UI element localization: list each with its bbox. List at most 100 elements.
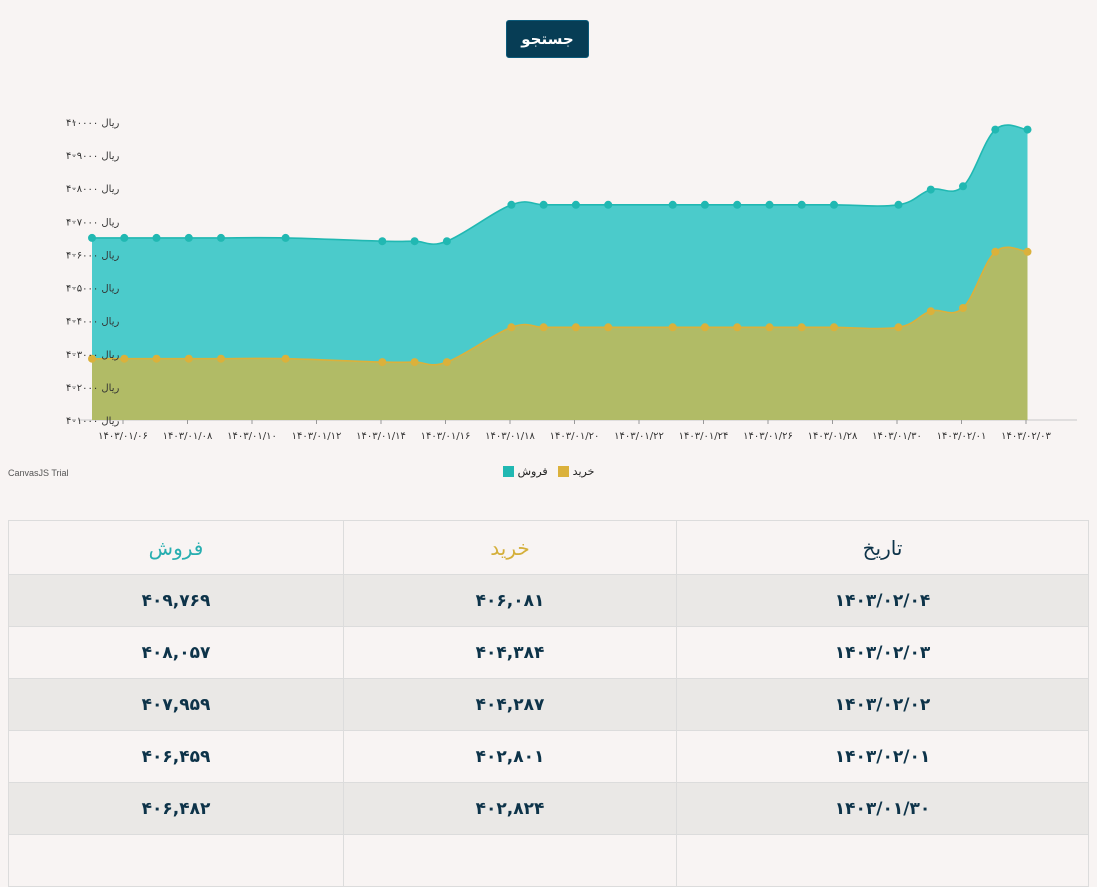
marker-buy[interactable] [281, 354, 290, 363]
y-tick-label: ریال ۴۰۵۰۰۰ [66, 284, 120, 295]
marker-sell[interactable] [668, 200, 677, 209]
cell-buy: ۴۰۶,۰۸۱ [343, 574, 677, 627]
y-tick-label: ریال ۴۱۰۰۰۰ [66, 118, 120, 129]
marker-buy[interactable] [700, 323, 709, 332]
y-axis-ticks: ریال ۴۱۰۰۰۰ ریال ۴۰۹۰۰۰ ریال ۴۰۸۰۰۰ ریال ۴۰… [66, 118, 120, 427]
marker-sell[interactable] [442, 237, 451, 246]
marker-buy[interactable] [120, 354, 129, 363]
x-tick-label: ۱۴۰۳/۰۱/۲۲ [614, 431, 664, 442]
cell-sell: ۴۰۹,۷۶۹ [8, 574, 344, 627]
marker-buy[interactable] [765, 323, 774, 332]
marker-sell[interactable] [507, 200, 516, 209]
marker-buy[interactable] [539, 323, 548, 332]
marker-sell[interactable] [830, 200, 838, 209]
y-tick-label: ریال ۴۰۹۰۰۰ [66, 151, 120, 162]
y-tick-label: ریال ۴۰۴۰۰۰ [66, 317, 120, 328]
cell-sell [8, 834, 344, 887]
table-row: ۴۰۶,۴۵۹ ۴۰۲,۸۰۱ ۱۴۰۳/۰۲/۰۱ [8, 730, 1089, 783]
legend-swatch-sell [502, 465, 514, 477]
marker-buy[interactable] [410, 358, 419, 367]
legend-item-buy[interactable]: خرید [557, 464, 595, 478]
cell-date [676, 834, 1089, 887]
legend-swatch-buy [557, 465, 569, 477]
cell-sell: ۴۰۶,۴۵۹ [8, 730, 344, 783]
y-tick-label: ریال ۴۰۲۰۰۰ [66, 383, 120, 394]
price-table: فروش خرید تاریخ ۴۰۹,۷۶۹ ۴۰۶,۰۸۱ ۱۴۰۳/۰۲/… [8, 520, 1089, 887]
marker-buy[interactable] [894, 323, 903, 332]
canvasjs-trial-label: CanvasJS Trial [8, 468, 69, 478]
marker-buy[interactable] [1023, 247, 1032, 256]
price-table-container: فروش خرید تاریخ ۴۰۹,۷۶۹ ۴۰۶,۰۸۱ ۱۴۰۳/۰۲/… [8, 520, 1089, 887]
y-tick-label: ریال ۴۰۷۰۰۰ [66, 217, 120, 228]
search-button[interactable]: جستجو [506, 20, 589, 58]
marker-sell[interactable] [120, 233, 129, 242]
header-buy: خرید [343, 520, 677, 575]
marker-sell[interactable] [378, 237, 387, 246]
x-tick-label: ۱۴۰۳/۰۲/۰۳ [1001, 431, 1051, 442]
marker-sell[interactable] [765, 200, 774, 209]
chart-legend: فروش خرید [0, 463, 1097, 479]
x-tick-label: ۱۴۰۳/۰۱/۱۶ [421, 431, 471, 442]
x-tick-label: ۱۴۰۳/۰۱/۰۸ [163, 431, 213, 442]
table-row: ۴۰۶,۴۸۲ ۴۰۲,۸۲۴ ۱۴۰۳/۰۱/۳۰ [8, 782, 1089, 835]
marker-buy[interactable] [507, 323, 516, 332]
marker-sell[interactable] [184, 233, 193, 242]
marker-buy[interactable] [959, 304, 967, 312]
marker-sell[interactable] [571, 200, 580, 209]
x-tick-label: ۱۴۰۳/۰۱/۲۶ [743, 431, 793, 442]
marker-buy[interactable] [184, 354, 193, 363]
legend-label-buy: خرید [572, 464, 595, 478]
x-tick-label: ۱۴۰۳/۰۱/۲۸ [808, 431, 858, 442]
header-date: تاریخ [676, 520, 1089, 575]
area-buy [92, 247, 1028, 420]
table-row: ۴۰۸,۰۵۷ ۴۰۴,۳۸۴ ۱۴۰۳/۰۲/۰۳ [8, 626, 1089, 679]
marker-buy[interactable] [442, 358, 451, 367]
marker-sell[interactable] [539, 200, 548, 209]
x-tick-label: ۱۴۰۳/۰۱/۱۸ [485, 431, 535, 442]
marker-buy[interactable] [733, 323, 742, 332]
table-row [8, 834, 1089, 887]
chart-markers [88, 125, 1032, 367]
marker-sell[interactable] [700, 200, 709, 209]
cell-buy: ۴۰۲,۸۰۱ [343, 730, 677, 783]
cell-date: ۱۴۰۳/۰۱/۳۰ [676, 782, 1089, 835]
marker-buy[interactable] [604, 323, 613, 332]
table-row: ۴۰۷,۹۵۹ ۴۰۴,۲۸۷ ۱۴۰۳/۰۲/۰۲ [8, 678, 1089, 731]
marker-buy[interactable] [830, 323, 838, 332]
marker-sell[interactable] [1023, 125, 1032, 134]
marker-buy[interactable] [797, 323, 806, 332]
y-tick-label: ریال ۴۰۸۰۰۰ [66, 184, 120, 195]
marker-sell[interactable] [959, 182, 967, 191]
marker-sell[interactable] [604, 200, 613, 209]
marker-sell[interactable] [733, 200, 742, 209]
marker-buy[interactable] [991, 247, 1000, 256]
cell-buy: ۴۰۴,۳۸۴ [343, 626, 677, 679]
marker-sell[interactable] [281, 233, 290, 242]
x-tick-label: ۱۴۰۳/۰۲/۰۱ [937, 431, 987, 442]
cell-date: ۱۴۰۳/۰۲/۰۲ [676, 678, 1089, 731]
table-row: ۴۰۹,۷۶۹ ۴۰۶,۰۸۱ ۱۴۰۳/۰۲/۰۴ [8, 574, 1089, 627]
marker-sell[interactable] [991, 125, 1000, 134]
x-tick-label: ۱۴۰۳/۰۱/۱۴ [356, 431, 406, 442]
marker-buy[interactable] [668, 323, 677, 332]
marker-sell[interactable] [797, 200, 806, 209]
x-tick-label: ۱۴۰۳/۰۱/۲۴ [679, 431, 729, 442]
marker-sell[interactable] [410, 237, 419, 246]
cell-buy [343, 834, 677, 887]
marker-sell[interactable] [217, 233, 225, 242]
y-tick-label: ریال ۴۰۳۰۰۰ [66, 350, 120, 361]
cell-sell: ۴۰۸,۰۵۷ [8, 626, 344, 679]
marker-sell[interactable] [894, 200, 903, 209]
marker-sell[interactable] [926, 185, 935, 194]
marker-buy[interactable] [378, 358, 387, 367]
marker-buy[interactable] [217, 354, 225, 363]
marker-buy[interactable] [571, 323, 580, 332]
marker-buy[interactable] [152, 354, 161, 363]
legend-item-sell[interactable]: فروش [502, 465, 548, 478]
area-chart: ریال ۴۱۰۰۰۰ ریال ۴۰۹۰۰۰ ریال ۴۰۸۰۰۰ ریال ۴۰… [66, 118, 1077, 442]
cell-buy: ۴۰۲,۸۲۴ [343, 782, 677, 835]
marker-sell[interactable] [152, 233, 161, 242]
marker-buy[interactable] [926, 307, 935, 316]
marker-sell[interactable] [88, 233, 96, 242]
marker-buy[interactable] [88, 354, 96, 363]
